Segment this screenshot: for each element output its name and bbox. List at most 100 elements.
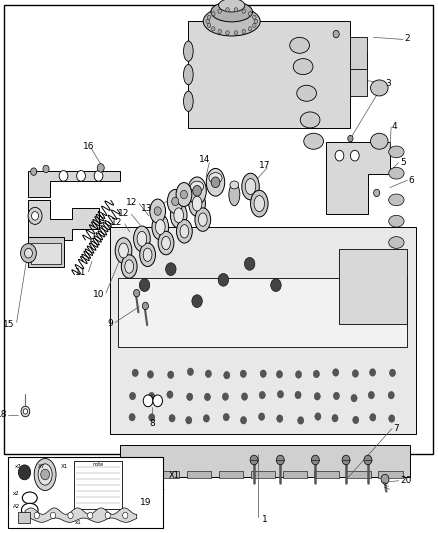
Ellipse shape — [125, 260, 134, 273]
Ellipse shape — [119, 243, 128, 258]
Circle shape — [28, 207, 42, 224]
Bar — [123, 471, 147, 478]
Circle shape — [276, 370, 283, 378]
Circle shape — [248, 12, 252, 16]
Circle shape — [187, 368, 194, 375]
Circle shape — [342, 455, 350, 465]
Circle shape — [147, 371, 153, 378]
Text: 11: 11 — [75, 269, 86, 277]
Bar — [18, 512, 30, 523]
Text: 10: 10 — [93, 290, 104, 298]
Ellipse shape — [304, 133, 323, 149]
Circle shape — [224, 372, 230, 379]
Bar — [314, 471, 339, 478]
Circle shape — [23, 409, 28, 414]
Ellipse shape — [297, 85, 316, 101]
Circle shape — [277, 415, 283, 422]
Text: 12: 12 — [111, 219, 123, 227]
Text: 20: 20 — [400, 477, 411, 485]
Circle shape — [276, 455, 284, 465]
Circle shape — [332, 415, 338, 422]
Ellipse shape — [155, 220, 165, 235]
Ellipse shape — [389, 237, 404, 248]
Ellipse shape — [293, 59, 313, 75]
Text: 4: 4 — [392, 123, 398, 131]
Ellipse shape — [219, 0, 245, 12]
Ellipse shape — [189, 191, 205, 216]
Bar — [120, 445, 410, 477]
Circle shape — [234, 31, 238, 35]
Circle shape — [381, 474, 389, 484]
Circle shape — [234, 7, 238, 12]
Ellipse shape — [371, 80, 388, 96]
Ellipse shape — [174, 208, 184, 223]
Circle shape — [226, 7, 229, 12]
Text: 12: 12 — [126, 198, 137, 207]
Circle shape — [167, 391, 173, 398]
Circle shape — [192, 295, 202, 308]
Ellipse shape — [290, 37, 309, 53]
Circle shape — [350, 150, 359, 161]
Circle shape — [374, 189, 380, 197]
Ellipse shape — [203, 7, 260, 36]
Text: 3: 3 — [385, 79, 391, 88]
Text: A2: A2 — [13, 504, 21, 509]
Circle shape — [352, 370, 358, 377]
Text: 15: 15 — [3, 320, 14, 328]
Circle shape — [129, 414, 135, 421]
Circle shape — [21, 244, 36, 263]
Circle shape — [168, 371, 174, 378]
Circle shape — [205, 393, 211, 401]
Bar — [219, 471, 243, 478]
Circle shape — [139, 279, 150, 292]
Circle shape — [187, 393, 193, 400]
Circle shape — [130, 392, 136, 400]
Text: X7: X7 — [38, 464, 45, 469]
Circle shape — [212, 12, 215, 16]
Ellipse shape — [137, 231, 147, 246]
Circle shape — [370, 369, 376, 376]
Ellipse shape — [177, 220, 192, 243]
Circle shape — [172, 197, 179, 206]
Circle shape — [295, 391, 301, 399]
Ellipse shape — [229, 183, 240, 206]
Text: 16: 16 — [83, 142, 94, 150]
Circle shape — [260, 370, 266, 377]
Circle shape — [240, 370, 246, 377]
Circle shape — [169, 415, 175, 422]
Circle shape — [223, 393, 229, 400]
Circle shape — [41, 469, 49, 480]
Circle shape — [180, 190, 187, 199]
Text: 17: 17 — [259, 161, 271, 169]
Circle shape — [25, 248, 32, 258]
Circle shape — [277, 391, 283, 398]
Ellipse shape — [389, 194, 404, 206]
Circle shape — [242, 9, 245, 13]
Text: 9: 9 — [107, 319, 113, 328]
Circle shape — [88, 512, 93, 519]
Ellipse shape — [371, 133, 388, 149]
Circle shape — [226, 31, 229, 35]
Circle shape — [18, 465, 31, 480]
Ellipse shape — [251, 190, 268, 217]
Circle shape — [77, 171, 85, 181]
Circle shape — [205, 370, 212, 377]
Circle shape — [32, 212, 39, 220]
Bar — [350, 53, 367, 96]
Ellipse shape — [191, 181, 204, 192]
Ellipse shape — [38, 464, 52, 485]
Ellipse shape — [198, 213, 207, 227]
Text: 7: 7 — [393, 424, 399, 433]
Text: X1: X1 — [169, 471, 180, 480]
Circle shape — [333, 392, 339, 400]
Ellipse shape — [206, 168, 225, 196]
Circle shape — [193, 185, 201, 196]
Circle shape — [335, 150, 344, 161]
Ellipse shape — [184, 91, 193, 111]
Bar — [4, 5, 433, 454]
Circle shape — [333, 30, 339, 38]
Bar — [339, 249, 407, 324]
Ellipse shape — [150, 199, 166, 223]
Text: 1: 1 — [262, 515, 268, 523]
Bar — [155, 471, 179, 478]
